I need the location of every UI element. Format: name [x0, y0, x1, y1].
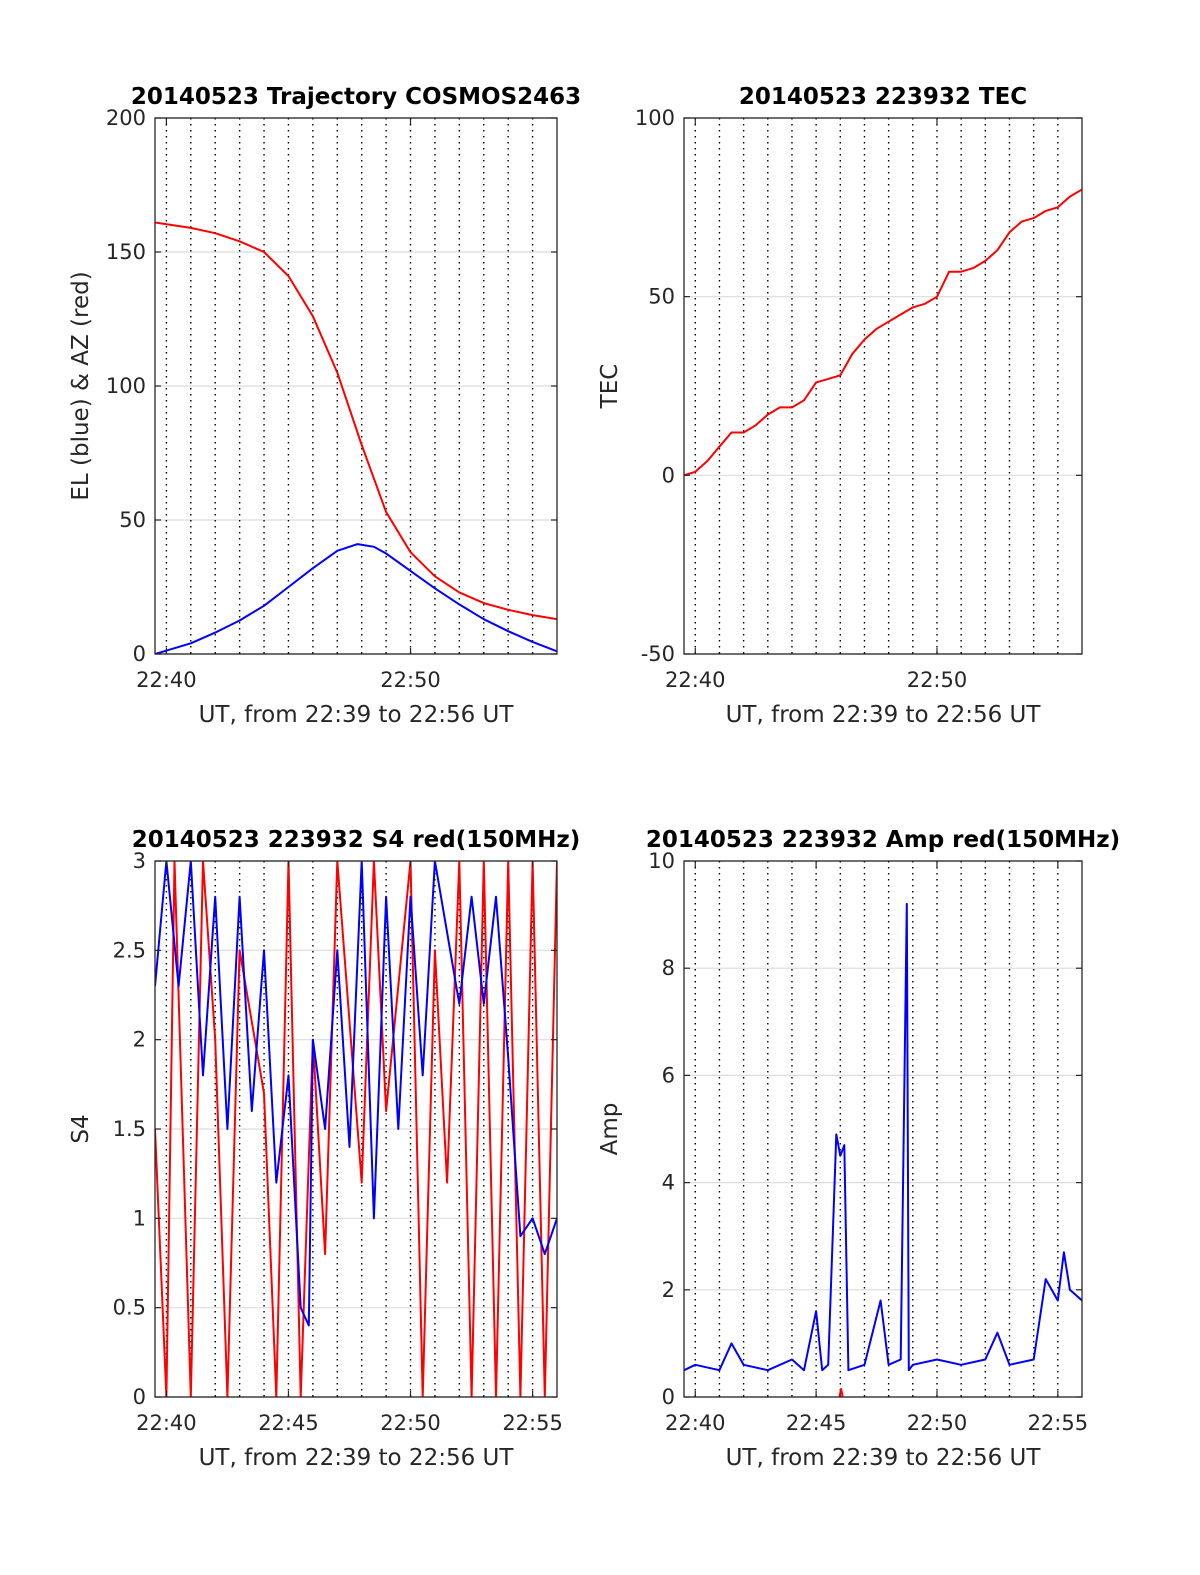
chart-traj: 0 50 100 150 200 22:40 22:50 20140523 Trajector…	[68, 84, 581, 728]
y-tick-label: 100	[106, 374, 146, 398]
series-line-1	[838, 1388, 844, 1397]
x-axis-label: UT, from 22:39 to 22:56 UT	[199, 702, 515, 728]
chart-amp: 0 2 4 6 8 10 22:40 22:45 22:50 22:55 20140523 2239…	[597, 827, 1120, 1471]
x-axis-label: UT, from 22:39 to 22:56 UT	[199, 1445, 515, 1471]
y-tick-label: 3	[133, 849, 146, 873]
x-tick-label: 22:50	[907, 1411, 968, 1435]
series-line-2	[684, 902, 1082, 1372]
y-tick-label: 2.5	[113, 938, 146, 962]
y-tick-label: -50	[641, 642, 675, 666]
y-tick-label: 10	[648, 849, 675, 873]
series-line-1	[684, 188, 1082, 477]
y-tick-label: 0	[662, 463, 675, 487]
axes-box	[683, 860, 1083, 1398]
plot-area	[684, 118, 1082, 654]
y-tick-label: 4	[662, 1171, 675, 1195]
y-tick-label: 0	[662, 1385, 675, 1409]
y-axis-label: TEC	[597, 364, 623, 410]
x-axis-label: UT, from 22:39 to 22:56 UT	[726, 702, 1042, 728]
series-line-2	[155, 861, 557, 1327]
y-tick-label: 0.5	[113, 1296, 146, 1320]
y-axis-label: Amp	[597, 1103, 623, 1156]
y-tick-label: 50	[648, 285, 675, 309]
x-tick-label: 22:45	[258, 1411, 319, 1435]
plot-area	[684, 861, 1082, 1397]
x-tick-label: 22:55	[1028, 1411, 1089, 1435]
x-tick-label: 22:40	[665, 1411, 726, 1435]
y-tick-label: 2	[662, 1278, 675, 1302]
y-tick-label: 150	[106, 240, 146, 264]
y-axis-label: S4	[68, 1114, 94, 1143]
series-line-1	[155, 861, 557, 1397]
y-tick-label: 0	[133, 642, 146, 666]
y-tick-label: 1	[133, 1206, 146, 1230]
x-axis-label: UT, from 22:39 to 22:56 UT	[726, 1445, 1042, 1471]
chart-title: 20140523 223932 Amp red(150MHz)	[646, 827, 1120, 853]
x-tick-label: 22:40	[136, 1411, 197, 1435]
y-axis-label: EL (blue) & AZ (red)	[68, 271, 94, 500]
y-tick-label: 1.5	[113, 1117, 146, 1141]
y-tick-label: 200	[106, 106, 146, 130]
x-tick-label: 22:40	[665, 668, 726, 692]
axes-box	[683, 117, 1083, 655]
chart-title: 20140523 Trajectory COSMOS2463	[131, 84, 581, 110]
y-tick-label: 50	[119, 508, 146, 532]
x-tick-label: 22:50	[380, 668, 441, 692]
chart-title: 20140523 223932 S4 red(150MHz)	[132, 827, 581, 853]
y-tick-label: 6	[662, 1063, 675, 1087]
x-tick-label: 22:55	[502, 1411, 563, 1435]
y-tick-label: 0	[133, 1385, 146, 1409]
chart-title: 20140523 223932 TEC	[739, 84, 1027, 110]
x-tick-label: 22:50	[380, 1411, 441, 1435]
chart-s4: 0 0.5 1 1.5 2 2.5 3 22:40 22:45 22:50 22:55 2014052…	[68, 827, 580, 1471]
series-line-1	[155, 221, 557, 621]
x-tick-label: 22:50	[907, 668, 968, 692]
y-tick-label: 2	[133, 1028, 146, 1052]
x-tick-label: 22:45	[786, 1411, 847, 1435]
y-tick-label: 100	[635, 106, 675, 130]
chart-tec: -50 0 50 100 22:40 22:50 20140523 223932 TEC UT…	[597, 84, 1083, 728]
y-tick-label: 8	[662, 956, 675, 980]
x-tick-label: 22:40	[136, 668, 197, 692]
series-line-2	[155, 543, 557, 654]
